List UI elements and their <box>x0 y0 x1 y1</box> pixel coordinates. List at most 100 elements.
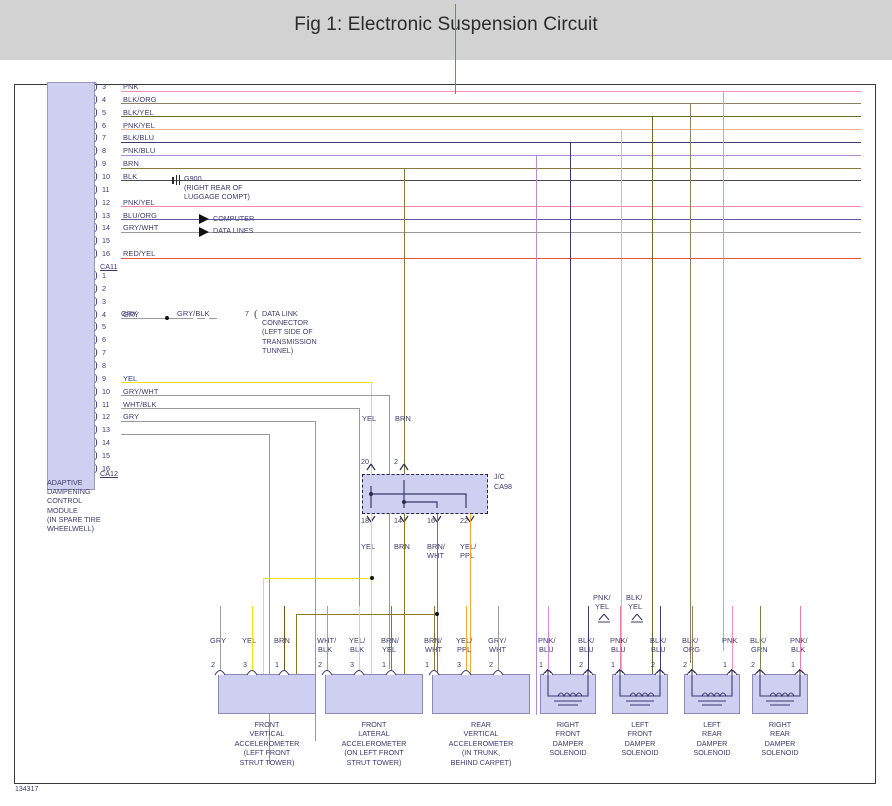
ca11-wire-label-8: PNK/BLU <box>123 146 156 156</box>
splice-dot <box>370 576 374 580</box>
terminal-cup <box>492 669 504 676</box>
terminal-cup <box>428 669 440 676</box>
acc-3-name-1: REAR <box>471 720 491 729</box>
ca12-wire-label-12: GRY <box>123 412 140 422</box>
ca11-pin-number-10: 10 <box>102 171 110 181</box>
pin-bracket: ) <box>94 436 98 449</box>
wire-segment <box>121 231 861 233</box>
junction-top-pin-20: 20 <box>361 457 369 466</box>
sol-4-name-4: SOLENOID <box>761 748 799 758</box>
sol-1-wire-2: BLK/ <box>578 636 595 645</box>
sol-1-wire2-1: BLU <box>539 645 554 654</box>
wire-segment <box>327 606 328 670</box>
wire-segment <box>252 606 253 670</box>
terminal-cup <box>353 669 365 676</box>
wire-segment <box>121 395 389 397</box>
pin-bracket: ) <box>94 461 98 474</box>
wire-segment <box>652 116 653 677</box>
acc-3-name-2: VERTICAL <box>463 729 499 739</box>
junction-bottom-color2-16: WHT <box>427 551 445 560</box>
sol-4-pin-2: 2 <box>751 660 755 669</box>
acc-2-wire2-3: BLK <box>350 645 365 654</box>
wire-segment <box>121 318 193 320</box>
wire-segment <box>121 219 861 220</box>
terminal-arrow <box>366 463 376 471</box>
wire-segment <box>470 514 471 704</box>
acc-3-name-3: ACCELEROMETER <box>448 738 514 748</box>
wire-segment <box>621 129 622 690</box>
ca12-pin-number-13: 13 <box>102 425 110 435</box>
acc-2-wire-2: WHT/ <box>317 636 337 645</box>
module-name-line-6: WHEELWELL) <box>47 524 94 533</box>
ca11-pin-number-12: 12 <box>102 197 110 207</box>
terminal-cup <box>278 669 290 676</box>
sol-3-pin-2: 2 <box>683 660 687 669</box>
wire-segment <box>121 219 201 220</box>
ca11-wire-label-9: BRN <box>123 159 139 169</box>
ca11-wire-label-3: PNK <box>123 82 139 91</box>
pin-bracket: ) <box>94 346 98 359</box>
wire-segment <box>209 318 217 320</box>
wire-segment <box>692 606 693 670</box>
acc-1-wire-3: YEL <box>242 636 257 645</box>
sol-3-name-1: LEFT <box>703 720 721 729</box>
terminal-arrow-cup <box>614 668 626 676</box>
acc-2-wire-3: YEL/ <box>349 636 366 645</box>
sol-1-wire2-2: BLU <box>579 645 594 654</box>
junction-bottom-color-18: YEL <box>361 542 376 551</box>
acc-3-wire-2: GRY/ <box>488 636 507 645</box>
ca12-pin-number-1: 1 <box>102 271 106 280</box>
wire-segment <box>391 606 392 670</box>
pin-bracket: ) <box>94 118 98 131</box>
junction-bottom-pin-14: 14 <box>394 516 402 525</box>
module-name-line-4: MODULE <box>47 505 78 515</box>
sol-3-name-3: DAMPER <box>696 738 728 748</box>
ca12-pin-number-15: 15 <box>102 450 110 460</box>
wire-segment <box>121 116 861 118</box>
wire-segment <box>220 606 221 670</box>
acc-3-pin-1: 1 <box>425 660 429 669</box>
wire-segment <box>437 514 438 704</box>
diagram-canvas: ADAPTIVE DAMPENING CONTROL MODULE (IN SPARE … <box>0 4 892 806</box>
dlc-note-2: CONNECTOR <box>262 318 309 328</box>
acc-3-wire-3: YEL/ <box>456 636 473 645</box>
data-line-arrow <box>199 226 209 237</box>
sol-3-name-4: SOLENOID <box>693 748 731 758</box>
ca11-wire-label-13: BLU/ORG <box>123 210 157 220</box>
terminal-arrow <box>399 463 409 471</box>
wire-segment <box>548 606 549 670</box>
junction-internal-bus <box>369 480 467 508</box>
acc-1-name-5: STRUT TOWER) <box>239 757 295 767</box>
acc-2-name-5: STRUT TOWER) <box>346 757 402 767</box>
pin-bracket: ) <box>94 333 98 346</box>
junction-bottom-pin-16: 16 <box>427 516 435 525</box>
solenoid-coil-symbol <box>547 676 589 706</box>
ca12-pin-number-9: 9 <box>102 373 106 383</box>
wire-segment <box>389 395 390 670</box>
sol-1-name-1: RIGHT <box>556 720 580 729</box>
wire-segment <box>121 90 861 92</box>
diagram-id: 134317 <box>15 786 39 793</box>
sol-1-name-4: SOLENOID <box>549 748 587 758</box>
ground-bar-2 <box>176 175 178 186</box>
terminal-cup <box>321 669 333 676</box>
wire-segment <box>173 318 181 320</box>
sol-2-wire-1: PNK/ <box>610 636 628 645</box>
ground-location-line1: (RIGHT REAR OF <box>184 183 243 193</box>
acc-1-pin-2: 2 <box>211 660 215 669</box>
wire-segment <box>359 606 360 670</box>
ca11-pin-number-3: 3 <box>102 82 106 91</box>
wire-segment <box>732 606 733 670</box>
pin-bracket: ) <box>94 234 98 247</box>
wire-segment <box>760 606 761 670</box>
ca11-wire-label-14: GRY/WHT <box>123 223 159 233</box>
sol-4-name-1: RIGHT <box>768 720 792 729</box>
wire-segment <box>121 257 861 259</box>
terminal-cup <box>246 669 258 676</box>
acc-2-name-1: FRONT <box>361 720 387 729</box>
dlc-wire-right: GRY/BLK <box>177 309 210 319</box>
terminal-cup <box>460 669 472 676</box>
wire-segment <box>296 614 297 698</box>
junction-top-color-20: YEL <box>362 414 377 423</box>
splice-dot <box>165 316 169 321</box>
